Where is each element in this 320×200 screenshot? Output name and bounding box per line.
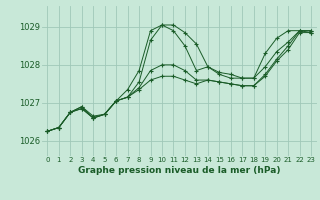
X-axis label: Graphe pression niveau de la mer (hPa): Graphe pression niveau de la mer (hPa) [78,166,280,175]
